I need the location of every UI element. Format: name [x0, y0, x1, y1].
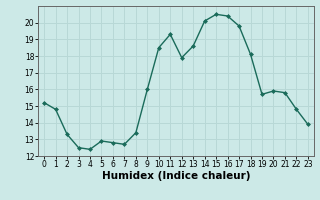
X-axis label: Humidex (Indice chaleur): Humidex (Indice chaleur) [102, 171, 250, 181]
